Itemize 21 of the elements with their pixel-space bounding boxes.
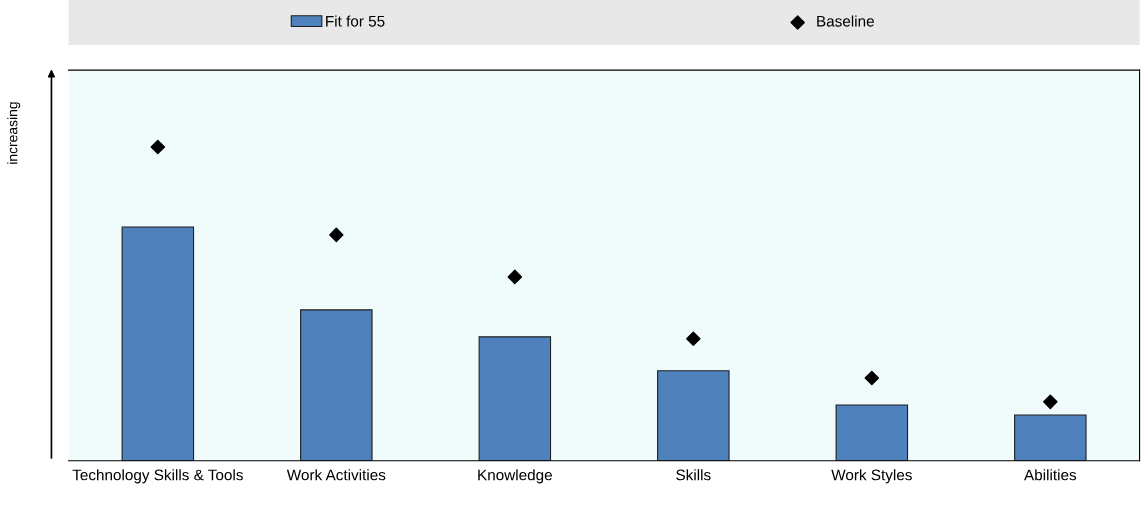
bar [657, 370, 730, 461]
x-tick-label: Work Styles [831, 469, 912, 484]
point [329, 227, 344, 243]
y-axis-title: increasing [7, 102, 21, 164]
point [507, 269, 523, 285]
x-tick-label: Abilities [1024, 469, 1077, 481]
x-tick-label: Technology Skills & Tools [72, 469, 243, 484]
bar [835, 404, 909, 461]
bar [300, 309, 373, 461]
bar [1014, 414, 1087, 461]
x-tick-label: Work Activities [286, 469, 386, 481]
point [1043, 394, 1058, 410]
legend-label: Fit for 55 [326, 15, 385, 27]
x-tick-label: Knowledge [478, 469, 552, 484]
point [150, 139, 166, 155]
point [686, 331, 701, 347]
legend-label: Baseline [817, 15, 874, 27]
x-tick-label: Skills [676, 469, 711, 481]
bar [121, 226, 195, 461]
point [864, 370, 880, 386]
bar [478, 336, 552, 461]
